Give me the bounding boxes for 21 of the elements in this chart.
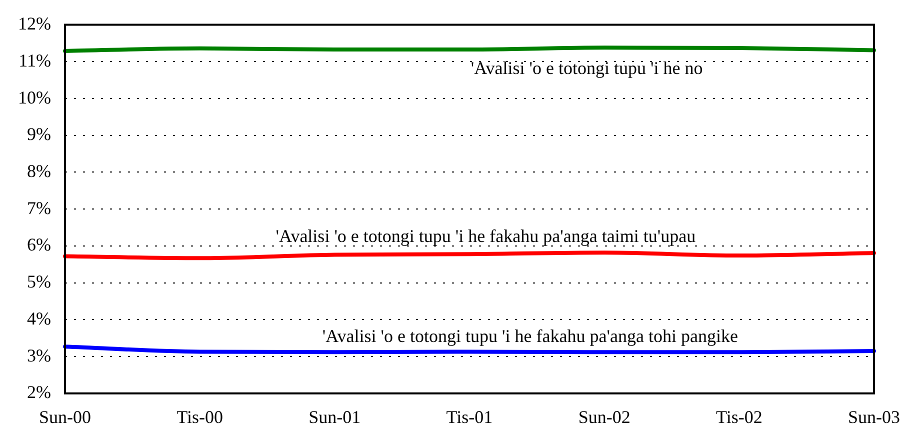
y-tick-label: 12% — [18, 14, 51, 34]
y-tick-label: 4% — [26, 308, 51, 328]
x-tick-label: Sun-00 — [38, 406, 91, 427]
series-label: 'Avalisi 'o e totongi tupu 'i he fakahu pa'anga tohi pangike — [322, 326, 738, 346]
x-tick-label: Sun-02 — [578, 406, 630, 427]
series-label: 'Avalisi 'o e totongi tupu 'i he fakahu pa'anga taimi tu'upau — [276, 226, 696, 246]
x-tick-label: Sun-01 — [308, 406, 361, 427]
y-tick-label: 6% — [26, 234, 51, 255]
x-tick-label: Tis-00 — [176, 406, 224, 427]
series-label: 'Avalisi 'o e totongi tupu 'i he no — [470, 58, 703, 78]
y-tick-label: 5% — [26, 272, 51, 292]
y-tick-label: 9% — [26, 124, 51, 144]
y-tick-label: 11% — [18, 50, 51, 70]
x-tick-label: Tis-02 — [716, 406, 762, 427]
y-tick-label: 7% — [26, 198, 51, 218]
y-tick-label: 10% — [18, 87, 51, 108]
y-tick-label: 8% — [26, 160, 51, 181]
x-tick-label: Tis-01 — [446, 406, 493, 427]
x-tick-label: Sun-03 — [848, 406, 900, 427]
y-tick-label: 2% — [26, 382, 51, 402]
y-tick-label: 3% — [26, 345, 51, 366]
